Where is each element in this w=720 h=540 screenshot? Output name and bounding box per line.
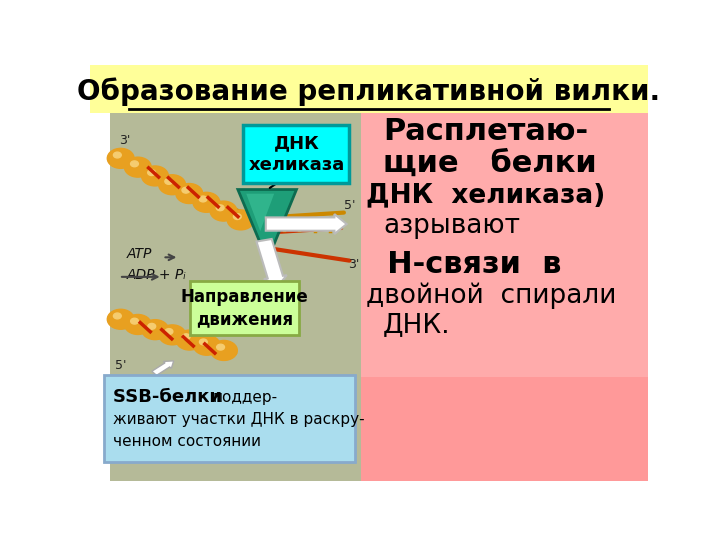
Circle shape xyxy=(199,339,207,345)
Text: Направление
движения: Направление движения xyxy=(181,288,309,328)
Circle shape xyxy=(114,313,121,319)
Circle shape xyxy=(182,334,190,340)
Bar xyxy=(109,113,361,481)
Circle shape xyxy=(233,214,241,219)
Text: SSB-белки: SSB-белки xyxy=(114,388,229,407)
Circle shape xyxy=(159,325,186,345)
Circle shape xyxy=(142,320,168,340)
Text: двойной  спирали: двойной спирали xyxy=(366,282,616,309)
Text: ДНК  хеликаза): ДНК хеликаза) xyxy=(366,183,606,209)
Text: Образование репликативной вилки.: Образование репликативной вилки. xyxy=(78,78,660,106)
Text: Расплетаю-: Расплетаю- xyxy=(383,117,588,146)
Circle shape xyxy=(158,175,186,195)
Circle shape xyxy=(176,330,203,350)
Bar xyxy=(90,65,648,113)
Text: живают участки ДНК в раскру-: живают участки ДНК в раскру- xyxy=(114,413,365,427)
Text: 5': 5' xyxy=(115,359,127,372)
Text: 3': 3' xyxy=(348,258,359,271)
Circle shape xyxy=(107,309,134,329)
Circle shape xyxy=(148,170,156,176)
FancyArrow shape xyxy=(256,239,287,286)
Text: 5': 5' xyxy=(344,199,356,213)
Text: ATP: ATP xyxy=(126,247,152,261)
Text: азрывают: азрывают xyxy=(383,213,520,239)
Circle shape xyxy=(165,329,173,334)
Circle shape xyxy=(130,318,138,324)
Text: поддер-: поддер- xyxy=(213,390,278,405)
Text: ADP + Pᵢ: ADP + Pᵢ xyxy=(126,268,186,282)
Circle shape xyxy=(199,196,207,202)
FancyArrow shape xyxy=(266,214,347,234)
Circle shape xyxy=(142,166,168,186)
Bar xyxy=(361,113,648,481)
Polygon shape xyxy=(238,190,297,260)
Circle shape xyxy=(125,314,151,334)
Circle shape xyxy=(194,335,220,355)
FancyBboxPatch shape xyxy=(104,375,355,462)
Circle shape xyxy=(130,161,138,167)
FancyBboxPatch shape xyxy=(243,125,349,183)
Polygon shape xyxy=(246,194,274,231)
Circle shape xyxy=(176,184,202,204)
FancyArrow shape xyxy=(152,361,174,375)
Circle shape xyxy=(125,157,151,177)
Text: ДНК
хеликаза: ДНК хеликаза xyxy=(248,134,345,174)
Circle shape xyxy=(182,187,190,193)
Circle shape xyxy=(216,205,224,211)
Circle shape xyxy=(210,201,237,221)
Circle shape xyxy=(165,179,173,184)
Text: щие   белки: щие белки xyxy=(383,149,597,178)
Circle shape xyxy=(148,323,156,329)
Bar xyxy=(361,113,648,377)
Circle shape xyxy=(228,210,254,230)
Circle shape xyxy=(217,344,225,350)
FancyBboxPatch shape xyxy=(190,281,300,335)
Text: ДНК.: ДНК. xyxy=(383,312,451,338)
Text: ченном состоянии: ченном состоянии xyxy=(114,434,261,449)
Text: 3': 3' xyxy=(119,134,130,147)
Circle shape xyxy=(210,341,238,360)
Text: Н-связи  в: Н-связи в xyxy=(366,250,562,279)
Circle shape xyxy=(114,152,121,158)
Circle shape xyxy=(107,148,134,168)
Circle shape xyxy=(193,192,220,212)
